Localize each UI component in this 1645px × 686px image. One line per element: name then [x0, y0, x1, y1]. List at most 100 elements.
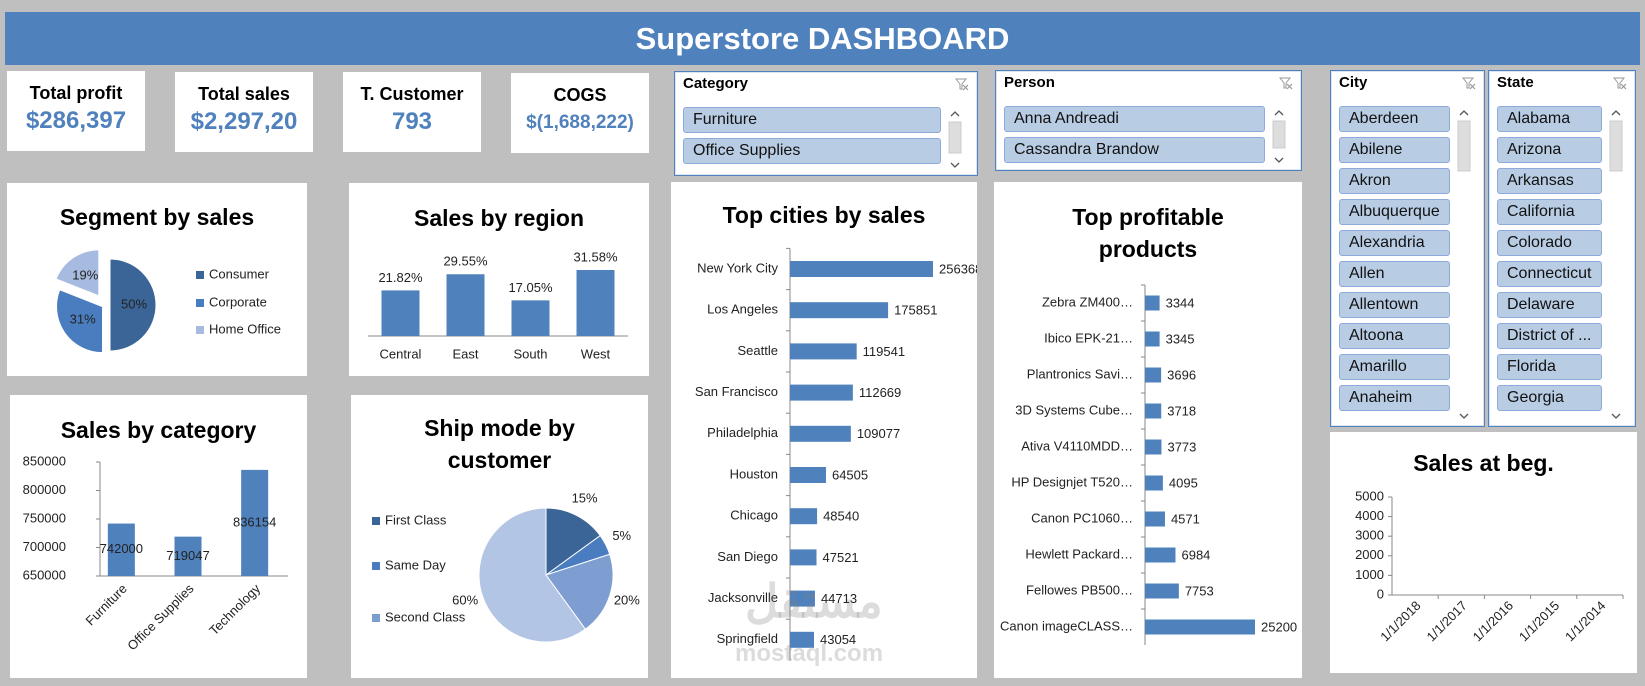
scrollbar[interactable] [1271, 105, 1287, 168]
scroll-up [1274, 110, 1284, 116]
chart-card: 21.82% Central 29.55% East 17.05% South 31.58%… [349, 183, 649, 376]
bar [790, 467, 826, 483]
slicer-item[interactable]: Altoona [1339, 323, 1450, 349]
slicer-item[interactable]: Allentown [1339, 292, 1450, 318]
data-label: 20% [614, 593, 640, 608]
y-tick-label: Springfield [717, 631, 778, 646]
slicer-item[interactable]: Florida [1497, 354, 1602, 380]
y-tick-label: Chicago [730, 508, 778, 523]
chart: 15% First Class 5% Same Day 20% Second Class6… [372, 491, 640, 643]
data-label: 60% [452, 593, 478, 608]
slicer-item[interactable]: Abilene [1339, 137, 1450, 163]
watermark: مستقل [745, 575, 883, 627]
clear-filter-icon[interactable] [1613, 76, 1627, 90]
clear-filter-icon[interactable] [1279, 76, 1293, 90]
slicer-item[interactable]: District of ... [1497, 323, 1602, 349]
slicer-item[interactable]: Arizona [1497, 137, 1602, 163]
cross [1620, 83, 1627, 90]
y-tick-label: Fellowes PB500… [1026, 582, 1133, 597]
y-tick-label: Hewlett Packard… [1025, 546, 1133, 561]
bar [790, 590, 815, 607]
bar [446, 274, 485, 336]
legend-label: Second Class [385, 609, 466, 624]
slicer-item[interactable]: Furniture [683, 107, 941, 133]
kpi-label: Total profit [29, 83, 123, 103]
data-label: 3773 [1167, 439, 1196, 454]
data-label: 25200 [1261, 619, 1297, 634]
bar [790, 384, 853, 401]
slicer-item[interactable]: Albuquerque [1339, 199, 1450, 225]
kpi-card: T. Customer 793 [343, 72, 481, 152]
slicer-item[interactable]: Cassandra Brandow [1004, 137, 1265, 163]
y-tick-label: Canon PC1060… [1031, 510, 1133, 525]
chart-title: Ship mode by customer [424, 415, 575, 473]
y-tick-label: New York City [697, 260, 778, 275]
data-label: 19% [72, 267, 98, 282]
y-tick-label: HP Designjet T520… [1011, 474, 1133, 489]
kpi-value: 793 [391, 108, 433, 135]
clear-filter-icon[interactable] [955, 77, 969, 91]
slicer: Person Anna Andreadi Cassandra Brandow [995, 70, 1302, 171]
funnel [955, 78, 968, 90]
scroll-thumb [948, 121, 962, 154]
slicer-item[interactable]: Allen [1339, 261, 1450, 287]
scroll-down [1611, 413, 1621, 419]
y-tick-label: 650000 [23, 567, 66, 582]
cross [1286, 83, 1293, 90]
slicer-item[interactable]: California [1497, 199, 1602, 225]
slicer-item[interactable]: Delaware [1497, 292, 1602, 318]
y-tick-label: Los Angeles [707, 302, 778, 317]
watermark: mostaql.com [735, 640, 884, 667]
slicer-item[interactable]: Anna Andreadi [1004, 106, 1265, 132]
data-label: 50% [121, 296, 147, 311]
legend-swatch [372, 517, 380, 525]
data-label: 7753 [1185, 583, 1214, 598]
chart-title: Sales by region [413, 205, 584, 231]
data-label: 15% [572, 491, 598, 506]
bar [790, 425, 851, 442]
slicer: Category Furniture Office Supplies [674, 71, 978, 176]
y-tick-label: 3D Systems Cube… [1015, 402, 1133, 417]
kpi-card: Total sales $2,297,20 [175, 72, 313, 152]
slicer-item[interactable]: Office Supplies [683, 138, 941, 164]
y-tick-label: Zebra ZM400… [1042, 294, 1133, 309]
y-tick-label: 800000 [23, 482, 66, 497]
slicer-item[interactable]: Anaheim [1339, 385, 1450, 411]
chart: New York City 256368 Los Angeles 175851 Seat… [695, 247, 977, 661]
bar [790, 549, 817, 566]
slicer-item[interactable]: Aberdeen [1339, 106, 1450, 132]
bar [1145, 367, 1162, 383]
x-tick-label: 1/1/2017 [1423, 598, 1469, 644]
slicer-item[interactable]: Amarillo [1339, 354, 1450, 380]
slicer-item[interactable]: Georgia [1497, 385, 1602, 411]
x-tick-label: Technology [206, 581, 263, 638]
pie-slice [545, 553, 614, 630]
legend-label: Home Office [209, 321, 281, 336]
slicer-item[interactable]: Akron [1339, 168, 1450, 194]
data-label: 742000 [100, 541, 143, 556]
x-tick-label: Central [380, 346, 422, 361]
slicer-item[interactable]: Alexandria [1339, 230, 1450, 256]
slicer-item[interactable]: Colorado [1497, 230, 1602, 256]
y-tick-label: Jacksonville [708, 590, 778, 605]
data-label: 31% [70, 312, 96, 327]
cross [962, 84, 969, 91]
scroll-up [1459, 110, 1469, 116]
scrollbar[interactable] [1456, 105, 1472, 424]
slicer-item[interactable]: Arkansas [1497, 168, 1602, 194]
bar [790, 302, 889, 319]
data-label: 719047 [166, 548, 209, 563]
slicer-item[interactable]: Alabama [1497, 106, 1602, 132]
data-label: 175851 [894, 303, 937, 318]
x-tick-label: 1/1/2015 [1516, 598, 1562, 644]
bar [1145, 331, 1160, 347]
bar [790, 343, 857, 360]
bar [1145, 439, 1162, 455]
scrollbar[interactable] [1608, 105, 1624, 424]
slicer-item[interactable]: Connecticut [1497, 261, 1602, 287]
scrollbar[interactable] [947, 106, 963, 173]
data-label: 256368 [939, 261, 977, 276]
y-tick-label: Houston [730, 466, 778, 481]
clear-filter-icon[interactable] [1462, 76, 1476, 90]
